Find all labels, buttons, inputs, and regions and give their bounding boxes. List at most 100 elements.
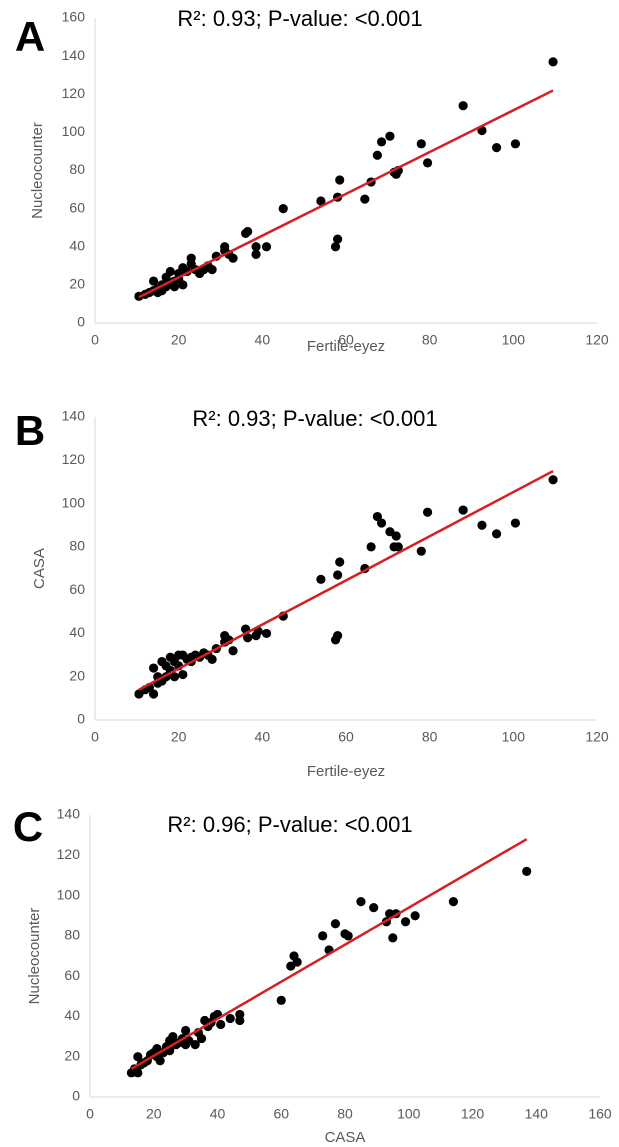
data-point (477, 520, 487, 530)
data-point (251, 242, 261, 252)
y-tick-label: 120 (62, 85, 86, 101)
data-point (318, 931, 328, 941)
data-point (169, 282, 180, 292)
data-point (261, 242, 272, 252)
data-point (510, 139, 521, 149)
x-tick-label: 60 (338, 729, 354, 745)
x-tick-label: 60 (273, 1106, 289, 1122)
data-point (333, 630, 343, 641)
y-tick-label: 120 (62, 451, 86, 467)
x-tick-label: 80 (422, 332, 438, 348)
trend-line (130, 838, 528, 1070)
y-tick-label: 60 (69, 199, 85, 215)
data-point (422, 158, 433, 168)
data-point (416, 139, 426, 149)
data-point (391, 531, 401, 541)
data-point (343, 931, 353, 941)
data-point (228, 253, 238, 263)
y-tick-label: 40 (69, 237, 85, 253)
y-tick-label: 0 (72, 1088, 80, 1104)
data-point (155, 1056, 165, 1066)
x-tick-label: 80 (422, 729, 438, 745)
trend-line (138, 89, 554, 299)
data-point (333, 234, 343, 244)
data-point (178, 280, 188, 290)
y-axis-label: Nucleocounter (26, 908, 43, 1005)
y-tick-label: 140 (62, 47, 86, 63)
x-tick-label: 100 (397, 1106, 421, 1122)
y-tick-label: 40 (69, 624, 85, 640)
x-tick-label: 120 (585, 332, 609, 348)
y-tick-label: 60 (64, 967, 80, 983)
data-point (165, 266, 175, 277)
data-point (148, 663, 159, 673)
chart-title: R²: 0.93; P-value: <0.001 (192, 406, 437, 431)
x-tick-label: 60 (338, 332, 354, 348)
y-tick-label: 20 (64, 1047, 80, 1063)
y-tick-label: 160 (62, 9, 86, 25)
data-point (316, 574, 326, 584)
x-axis-label: CASA (325, 1129, 366, 1146)
data-point (178, 669, 188, 680)
x-tick-label: 40 (210, 1106, 226, 1122)
y-tick-label: 20 (69, 276, 85, 292)
data-point (243, 633, 253, 643)
data-point (330, 242, 341, 252)
data-point (376, 137, 387, 147)
chart-title: R²: 0.96; P-value: <0.001 (167, 812, 412, 837)
y-tick-label: 100 (62, 494, 86, 510)
y-tick-label: 0 (77, 711, 85, 727)
data-point (385, 131, 395, 141)
x-tick-label: 160 (588, 1106, 612, 1122)
y-tick-label: 100 (62, 123, 86, 139)
chart-title: R²: 0.93; P-value: <0.001 (177, 6, 422, 31)
y-tick-label: 40 (64, 1007, 80, 1023)
x-tick-label: 100 (502, 332, 526, 348)
data-point (216, 1019, 226, 1030)
y-axis-label: Nucleocounter (29, 122, 46, 219)
trend-line (138, 470, 554, 691)
data-point (548, 475, 558, 485)
data-point (548, 57, 558, 67)
panel-label: C (13, 803, 43, 850)
data-point (369, 903, 379, 913)
data-point (207, 654, 217, 665)
data-point (335, 557, 345, 567)
data-point (169, 672, 180, 682)
x-tick-label: 0 (86, 1106, 94, 1122)
y-tick-label: 80 (69, 538, 85, 554)
data-point (510, 518, 521, 528)
x-tick-label: 80 (337, 1106, 353, 1122)
data-point (492, 529, 502, 539)
data-point (243, 226, 253, 237)
data-point (410, 911, 420, 921)
data-point (148, 689, 159, 699)
y-tick-label: 80 (69, 161, 85, 177)
data-point (133, 1052, 143, 1062)
x-tick-label: 120 (585, 729, 609, 745)
data-point (261, 628, 272, 639)
x-tick-label: 40 (255, 332, 271, 348)
x-tick-label: 20 (146, 1106, 162, 1122)
data-point (278, 204, 288, 214)
x-axis-label: Fertile-eyez (307, 763, 385, 780)
x-tick-label: 0 (91, 332, 99, 348)
data-point (196, 1033, 207, 1044)
data-point (360, 194, 370, 204)
data-point (133, 1068, 143, 1078)
data-point (333, 570, 343, 580)
data-point (276, 995, 286, 1005)
x-tick-label: 20 (171, 332, 187, 348)
y-tick-label: 140 (62, 408, 86, 424)
data-point (190, 1040, 200, 1050)
x-tick-label: 20 (171, 729, 187, 745)
y-tick-label: 60 (69, 581, 85, 597)
x-tick-label: 120 (461, 1106, 485, 1122)
y-tick-label: 0 (77, 314, 85, 330)
data-point (225, 1013, 235, 1024)
x-axis-label: Fertile-eyez (307, 338, 385, 355)
data-point (393, 542, 403, 552)
data-point (458, 101, 468, 111)
data-point (316, 196, 326, 206)
